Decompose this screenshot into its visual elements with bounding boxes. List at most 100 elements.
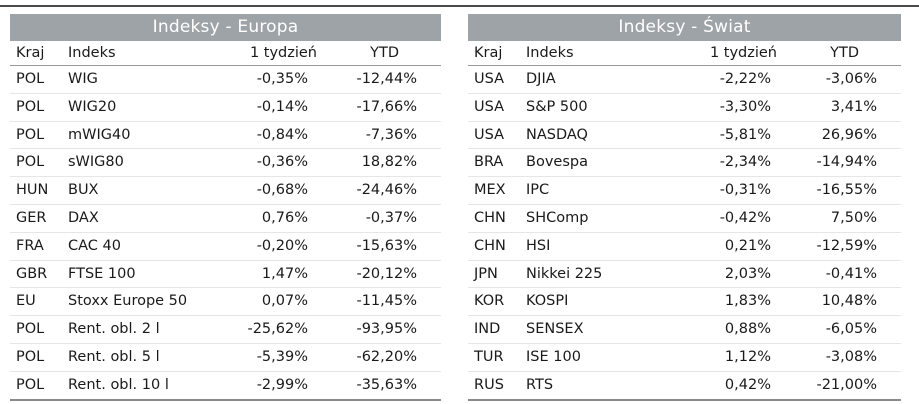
cell-ytd-change: 26,96% — [821, 126, 877, 143]
europe-indices-table: Indeksy - Europa Kraj Indeks 1 tydzień Y… — [10, 14, 441, 401]
cell-week-change: 0,21% — [724, 237, 771, 254]
cell-index: HSI — [526, 237, 551, 254]
cell-index: IPC — [526, 182, 550, 199]
cell-index: RTS — [526, 376, 554, 393]
cell-week-change: -0,14% — [256, 98, 308, 115]
cell-country: POL — [16, 126, 45, 143]
cell-week-change: -2,99% — [256, 376, 308, 393]
cell-week-change: -0,35% — [256, 71, 308, 87]
header-week: 1 tydzień — [709, 45, 777, 61]
cell-week-change: -0,20% — [256, 237, 308, 254]
cell-index: Nikkei 225 — [526, 265, 603, 282]
cell-country: BRA — [474, 154, 504, 171]
cell-country: GBR — [16, 265, 48, 282]
cell-ytd-change: 10,48% — [821, 293, 877, 310]
cell-country: CHN — [474, 237, 506, 254]
table-row: GER DAX 0,76% -0,37% — [10, 205, 441, 233]
cell-country: CHN — [474, 209, 506, 226]
cell-week-change: -0,68% — [256, 182, 308, 199]
cell-index: SENSEX — [526, 321, 584, 338]
cell-country: KOR — [474, 293, 505, 310]
cell-index: Rent. obl. 5 l — [68, 348, 160, 365]
cell-country: POL — [16, 98, 45, 115]
table-row: USA NASDAQ -5,81% 26,96% — [468, 122, 901, 150]
cell-country: EU — [16, 293, 36, 310]
cell-week-change: 2,03% — [724, 265, 771, 282]
table-row: POL Rent. obl. 10 l -2,99% -35,63% — [10, 372, 441, 399]
cell-ytd-change: 7,50% — [830, 209, 877, 226]
header-index: Indeks — [68, 45, 116, 61]
cell-week-change: 0,88% — [724, 321, 771, 338]
world-table-body: USA DJIA -2,22% -3,06% USA S&P 500 -3,30% 3,41%… — [468, 66, 901, 399]
table-row: CHN SHComp -0,42% 7,50% — [468, 205, 901, 233]
cell-ytd-change: -12,59% — [816, 237, 877, 254]
cell-country: MEX — [474, 182, 506, 199]
table-row: POL Rent. obl. 5 l -5,39% -62,20% — [10, 344, 441, 372]
cell-country: HUN — [16, 182, 49, 199]
cell-week-change: -2,22% — [719, 71, 771, 87]
cell-country: TUR — [474, 348, 504, 365]
cell-ytd-change: 18,82% — [361, 154, 417, 171]
cell-index: SHComp — [526, 209, 589, 226]
top-rule — [0, 5, 919, 7]
cell-country: USA — [474, 98, 505, 115]
cell-week-change: 1,12% — [724, 348, 771, 365]
table-row: JPN Nikkei 225 2,03% -0,41% — [468, 261, 901, 289]
table-row: IND SENSEX 0,88% -6,05% — [468, 316, 901, 344]
cell-ytd-change: -93,95% — [356, 321, 417, 338]
table-row: HUN BUX -0,68% -24,46% — [10, 177, 441, 205]
cell-country: IND — [474, 321, 501, 338]
cell-ytd-change: -12,44% — [356, 71, 417, 87]
cell-ytd-change: -11,45% — [356, 293, 417, 310]
cell-ytd-change: -0,37% — [365, 209, 417, 226]
cell-ytd-change: -24,46% — [356, 182, 417, 199]
table-row: RUS RTS 0,42% -21,00% — [468, 372, 901, 399]
cell-country: POL — [16, 71, 45, 87]
cell-ytd-change: -17,66% — [356, 98, 417, 115]
world-indices-table: Indeksy - Świat Kraj Indeks 1 tydzień YT… — [468, 14, 901, 401]
cell-ytd-change: -14,94% — [816, 154, 877, 171]
cell-index: CAC 40 — [68, 237, 121, 254]
cell-country: USA — [474, 71, 505, 87]
cell-index: ISE 100 — [526, 348, 581, 365]
cell-week-change: -0,42% — [719, 209, 771, 226]
cell-index: S&P 500 — [526, 98, 588, 115]
europe-table-header: Kraj Indeks 1 tydzień YTD — [10, 41, 441, 66]
cell-ytd-change: -3,08% — [825, 348, 877, 365]
table-row: POL sWIG80 -0,36% 18,82% — [10, 149, 441, 178]
world-table-title: Indeksy - Świat — [468, 14, 901, 41]
cell-week-change: -25,62% — [247, 321, 308, 338]
cell-country: POL — [16, 348, 45, 365]
cell-index: FTSE 100 — [68, 265, 136, 282]
cell-country: JPN — [474, 265, 498, 282]
cell-ytd-change: -15,63% — [356, 237, 417, 254]
table-row: FRA CAC 40 -0,20% -15,63% — [10, 233, 441, 261]
cell-ytd-change: -35,63% — [356, 376, 417, 393]
cell-index: Stoxx Europe 50 — [68, 293, 188, 310]
cell-week-change: 0,42% — [724, 376, 771, 393]
europe-table-title: Indeksy - Europa — [10, 14, 441, 41]
cell-index: DJIA — [526, 71, 556, 87]
cell-country: POL — [16, 321, 45, 338]
cell-ytd-change: -3,06% — [825, 71, 877, 87]
cell-week-change: 0,76% — [261, 209, 308, 226]
table-row: EU Stoxx Europe 50 0,07% -11,45% — [10, 288, 441, 317]
cell-week-change: 1,47% — [261, 265, 308, 282]
cell-ytd-change: -20,12% — [356, 265, 417, 282]
cell-index: mWIG40 — [68, 126, 131, 143]
cell-index: NASDAQ — [526, 126, 588, 143]
cell-index: DAX — [68, 209, 99, 226]
table-row: POL WIG -0,35% -12,44% — [10, 66, 441, 94]
cell-index: WIG — [68, 71, 98, 87]
cell-country: POL — [16, 154, 45, 171]
table-row: GBR FTSE 100 1,47% -20,12% — [10, 261, 441, 289]
cell-week-change: -2,34% — [719, 154, 771, 171]
cell-index: KOSPI — [526, 293, 569, 310]
cell-index: Rent. obl. 10 l — [68, 376, 169, 393]
cell-country: POL — [16, 376, 45, 393]
cell-ytd-change: -6,05% — [825, 321, 877, 338]
table-row: POL Rent. obl. 2 l -25,62% -93,95% — [10, 316, 441, 344]
table-row: BRA Bovespa -2,34% -14,94% — [468, 149, 901, 178]
cell-week-change: -5,81% — [719, 126, 771, 143]
cell-country: USA — [474, 126, 505, 143]
